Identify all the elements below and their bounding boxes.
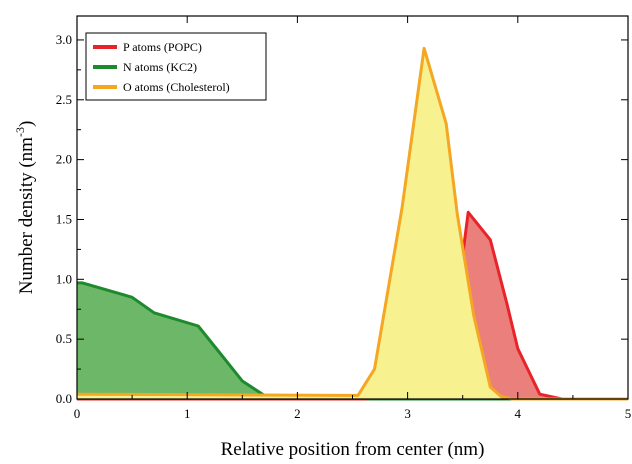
axis-ticks: 0 1 2 3 4 5 0.0 0.5 1.0 1.5 2.0 2.5 3.0 bbox=[56, 16, 632, 421]
plot-area bbox=[76, 46, 628, 401]
line-o-atoms bbox=[76, 46, 628, 401]
y-axis-label-exponent: -3 bbox=[13, 127, 27, 137]
y-tick-label: 2.5 bbox=[56, 92, 72, 107]
y-axis-label: Number density (nm-3) bbox=[13, 121, 37, 295]
legend-label: N atoms (KC2) bbox=[123, 60, 197, 74]
x-tick-label: 2 bbox=[294, 406, 301, 421]
x-tick-label: 4 bbox=[515, 406, 522, 421]
y-axis-label-close: ) bbox=[16, 121, 37, 127]
y-tick-label: 2.0 bbox=[56, 152, 72, 167]
x-tick-label: 1 bbox=[184, 406, 191, 421]
x-tick-label: 5 bbox=[625, 406, 632, 421]
area-p-atoms bbox=[77, 212, 628, 399]
y-tick-label: 0.0 bbox=[56, 391, 72, 406]
x-tick-label: 3 bbox=[404, 406, 411, 421]
y-tick-label: 1.0 bbox=[56, 271, 72, 286]
x-tick-label: 0 bbox=[74, 406, 81, 421]
y-tick-label: 3.0 bbox=[56, 32, 72, 47]
y-tick-label: 1.5 bbox=[56, 211, 72, 226]
legend: P atoms (POPC) N atoms (KC2) O atoms (Chol… bbox=[85, 32, 267, 101]
legend-label: O atoms (Cholesterol) bbox=[123, 80, 230, 94]
y-axis-label-main: Number density (nm bbox=[16, 137, 37, 294]
legend-label: P atoms (POPC) bbox=[123, 40, 202, 54]
area-n-atoms bbox=[77, 282, 628, 399]
y-tick-label: 0.5 bbox=[56, 331, 72, 346]
x-axis-label: Relative position from center (nm) bbox=[221, 439, 485, 460]
